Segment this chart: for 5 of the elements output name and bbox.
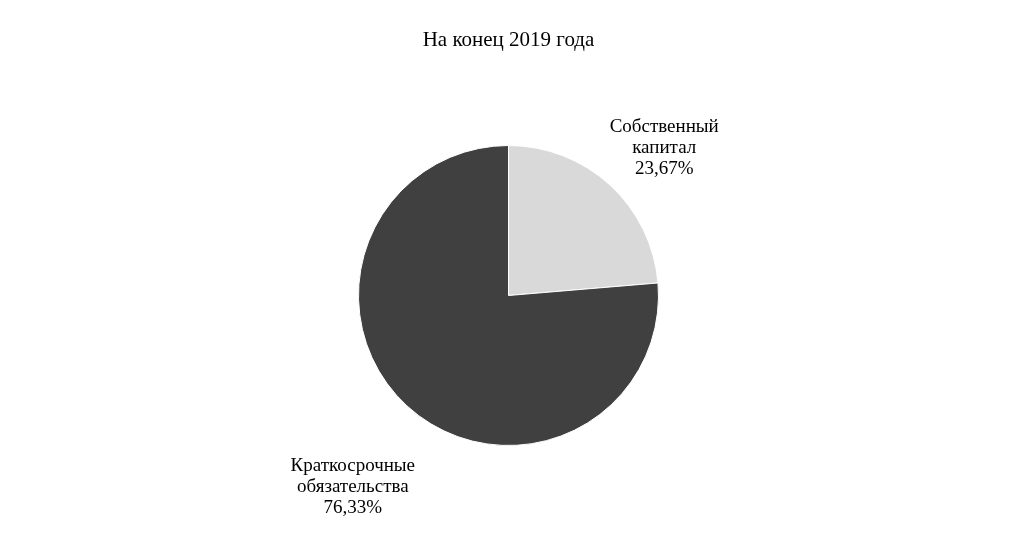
slice-label: Краткосрочные обязательства bbox=[290, 453, 416, 496]
slice-label: Собственный капитал bbox=[609, 115, 719, 158]
data-label: 23,67% bbox=[634, 157, 694, 179]
chart-title: На конец 2019 года bbox=[422, 27, 595, 51]
data-label: 76,33% bbox=[323, 495, 383, 517]
